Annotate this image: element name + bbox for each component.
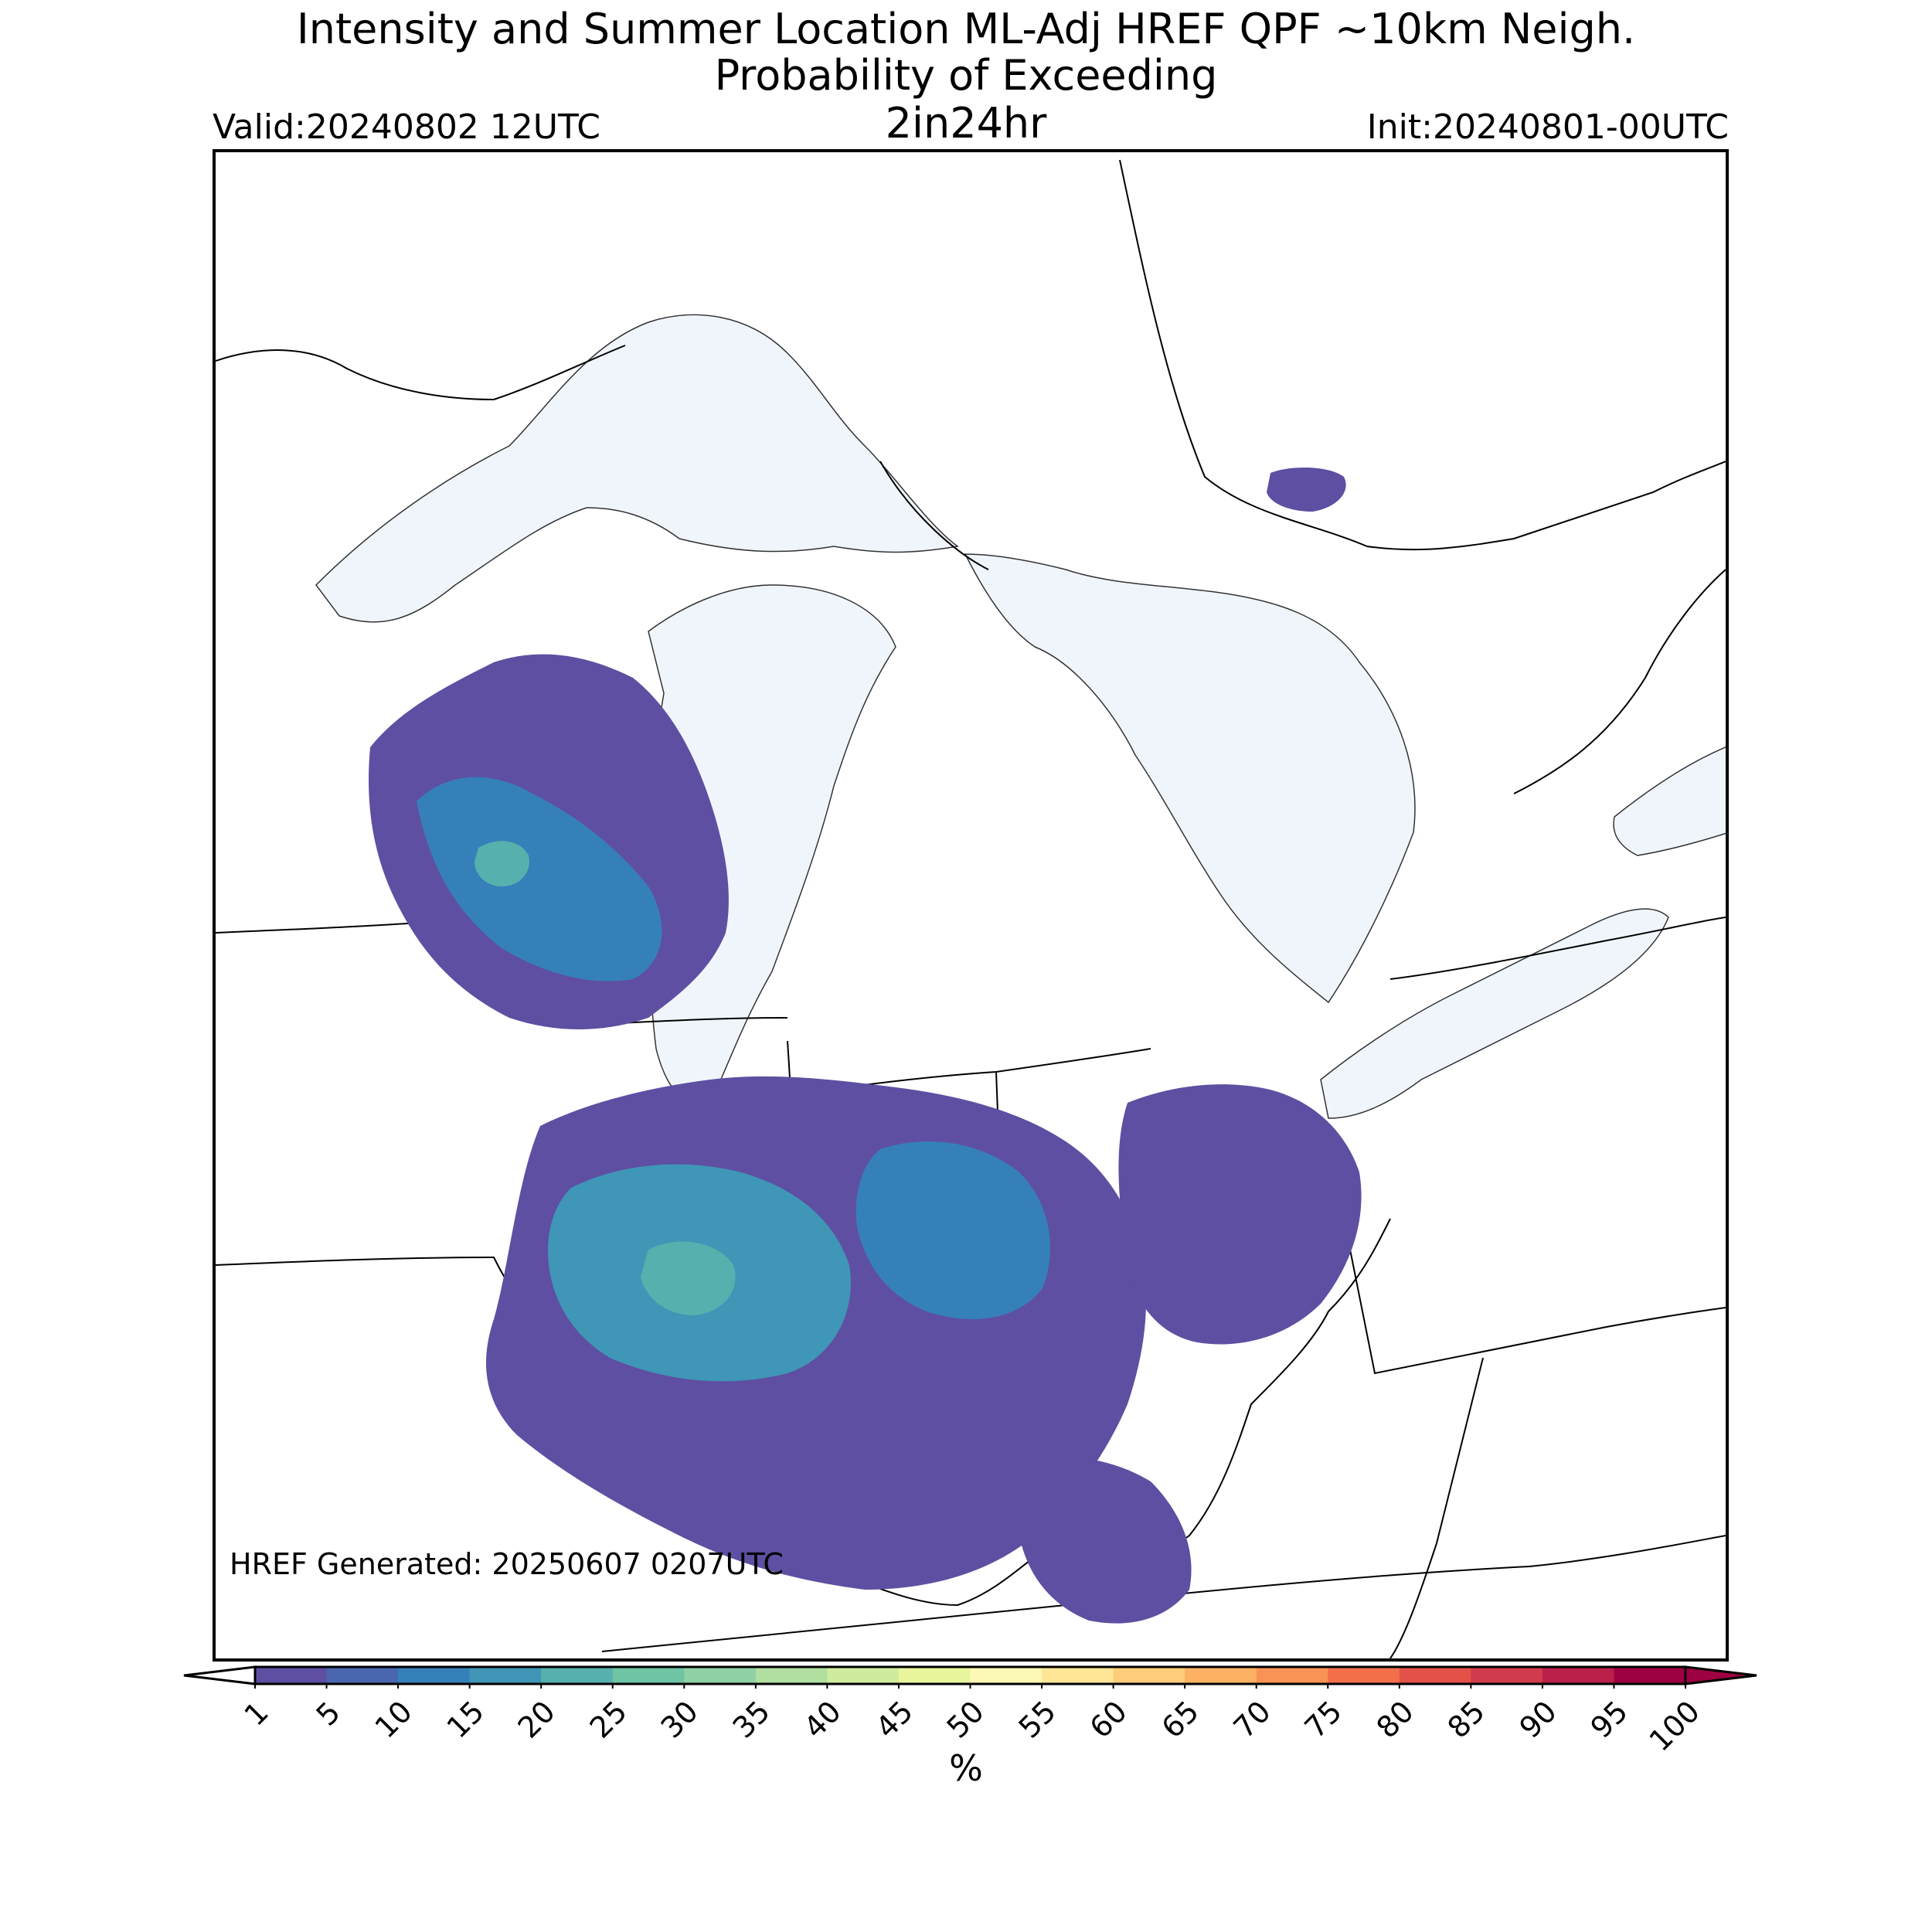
colorbar [183, 1665, 1757, 1689]
ohio-river [818, 1218, 1391, 1607]
prob-region-kentucky [1019, 1458, 1192, 1624]
colorbar-segment [827, 1667, 900, 1684]
prob-peak-wisconsin [474, 841, 529, 886]
colorbar-segment [970, 1667, 1043, 1684]
colorbar-unit-label: % [949, 1747, 983, 1789]
prob-region-ohio [1118, 1084, 1362, 1345]
colorbar-tick-label: 20 [511, 1694, 562, 1745]
lake-superior [315, 314, 959, 623]
colorbar-tick-label: 50 [940, 1694, 992, 1745]
map-panel: HREF Generated: 20250607 0207UTC [213, 149, 1729, 1662]
colorbar-segment [1471, 1667, 1543, 1684]
colorbar-tick-label: 55 [1012, 1694, 1063, 1745]
ontario-coastline [879, 159, 1726, 570]
chart-title-line2: Probability of Exceeding [714, 51, 1218, 100]
colorbar-under-arrow [183, 1665, 257, 1685]
colorbar-tick-label: 85 [1440, 1694, 1492, 1745]
lakes-layer [315, 314, 1726, 1119]
colorbar-tick-label: 45 [869, 1694, 920, 1745]
pennsylvania-border [1328, 1141, 1726, 1375]
chart-title-line1: Intensity and Summer Location ML-Adj HRE… [296, 5, 1636, 53]
colorbar-tick-label: 5 [309, 1695, 347, 1733]
generated-timestamp: HREF Generated: 20250607 0207UTC [230, 1547, 784, 1581]
valid-time-label: Valid:20240802 12UTC [213, 107, 601, 147]
colorbar-segment [1113, 1667, 1185, 1684]
colorbar-tick-label: 30 [654, 1694, 706, 1745]
colorbar-tick-label: 100 [1642, 1693, 1707, 1758]
colorbar-segment [1399, 1667, 1471, 1684]
colorbar-tick-label: 80 [1369, 1694, 1420, 1745]
colorbar-tick-label: 60 [1083, 1694, 1134, 1745]
colorbar-tick-label: 75 [1298, 1694, 1349, 1745]
colorbar-tick-label: 15 [440, 1694, 491, 1745]
colorbar-over-arrow [1684, 1665, 1757, 1685]
colorbar-tick-label: 1 [238, 1695, 276, 1733]
colorbar-tick-label: 35 [726, 1694, 777, 1745]
colorbar-segment [469, 1667, 542, 1684]
colorbar-tick-label: 95 [1583, 1694, 1635, 1745]
colorbar-segment [1185, 1667, 1257, 1684]
colorbar-tick-label: 70 [1226, 1694, 1277, 1745]
canada-us-border-west [216, 345, 626, 401]
prob-peak-illinois [641, 1241, 736, 1315]
colorbar-tick-label: 10 [368, 1694, 419, 1745]
probability-field [369, 468, 1362, 1624]
prob-core-wisconsin [417, 777, 662, 981]
colorbar-tick-label: 25 [583, 1694, 634, 1745]
kentucky-tennessee-border [601, 1535, 1726, 1652]
colorbar-segment [1328, 1667, 1400, 1684]
quebec-line [1513, 569, 1726, 794]
west-virginia-border [1389, 1357, 1484, 1658]
lake-ontario [1613, 747, 1726, 856]
prob-region-ontario-north [1267, 468, 1346, 512]
colorbar-segment [684, 1667, 757, 1684]
probability-map [216, 159, 1726, 1658]
colorbar-segment [1042, 1667, 1114, 1684]
init-time-label: Init:20240801-00UTC [1366, 107, 1729, 147]
colorbar-segment [755, 1667, 828, 1684]
colorbar-segment [1614, 1667, 1686, 1684]
colorbar-segment [541, 1667, 614, 1684]
colorbar-tick-label: 90 [1512, 1694, 1563, 1745]
prob-core-indiana [855, 1141, 1050, 1319]
chart-title-threshold: 2in24hr [885, 99, 1047, 148]
colorbar-tick-label: 65 [1155, 1694, 1206, 1745]
ny-pa-border [1389, 917, 1726, 980]
colorbar-segment [898, 1667, 971, 1684]
colorbar-segment [255, 1667, 328, 1684]
colorbar-segment [612, 1667, 685, 1684]
colorbar-segment [326, 1667, 399, 1684]
colorbar-tick-label: 40 [797, 1694, 849, 1745]
colorbar-segment [398, 1667, 471, 1684]
colorbar-segment [1256, 1667, 1328, 1684]
lake-erie [1320, 908, 1669, 1119]
colorbar-segment [1542, 1667, 1615, 1684]
lake-huron [964, 553, 1416, 1004]
